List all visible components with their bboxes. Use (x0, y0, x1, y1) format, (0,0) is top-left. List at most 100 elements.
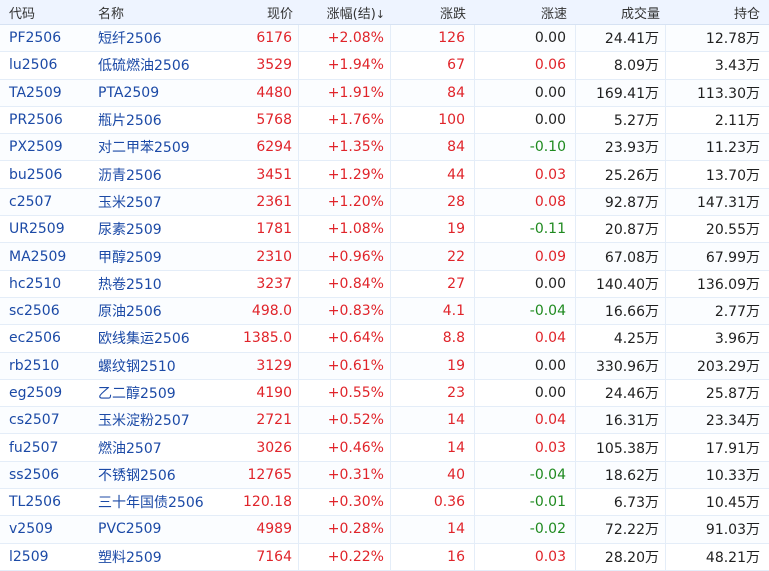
cell-speed: -0.04 (475, 297, 576, 325)
cell-price: 4989 (220, 516, 299, 543)
cell-price: 6176 (220, 25, 299, 52)
cell-open-interest: 10.45万 (705, 495, 760, 512)
cell-volume: 105.38万 (576, 434, 666, 461)
header-code[interactable]: 代码 (9, 6, 36, 22)
cell-change-pct: +0.64% (299, 325, 391, 352)
cell-name: 沥青2506 (98, 167, 162, 184)
table-row[interactable]: rb2510 螺纹钢2510 3129 +0.61% 19 0.00 330.96万 203.… (0, 352, 769, 380)
table-row[interactable]: v2509 PVC2509 4989 +0.28% 14 -0.02 72.22万 91.03… (0, 516, 769, 544)
table-row[interactable]: cs2507 玉米淀粉2507 2721 +0.52% 14 0.04 16.31万 23.3… (0, 407, 769, 435)
header-open-interest[interactable]: 持仓 (733, 6, 760, 22)
table-row[interactable]: l2509 塑料2509 7164 +0.22% 16 0.03 28.20万 48.21万 (0, 543, 769, 571)
header-speed[interactable]: 涨速 (540, 6, 567, 22)
cell-change: 126 (391, 25, 475, 52)
cell-speed: 0.00 (475, 25, 576, 52)
cell-name: 螺纹钢2510 (98, 358, 176, 375)
table-row[interactable]: ss2506 不锈钢2506 12765 +0.31% 40 -0.04 18.62万 10.… (0, 461, 769, 490)
cell-price: 3026 (220, 434, 299, 461)
cell-open-interest: 23.34万 (705, 413, 760, 430)
cell-price: 12765 (220, 461, 299, 489)
header-volume[interactable]: 成交量 (620, 6, 660, 22)
cell-name: PTA2509 (98, 84, 160, 101)
cell-code: PR2506 (9, 112, 63, 129)
cell-volume: 16.66万 (576, 297, 666, 325)
cell-change: 0.36 (391, 489, 475, 516)
cell-open-interest: 12.78万 (705, 31, 760, 48)
table-row[interactable]: ec2506 欧线集运2506 1385.0 +0.64% 8.8 0.04 4.25万 3.… (0, 325, 769, 353)
cell-price: 4190 (220, 379, 299, 407)
table-row[interactable]: TL2506 三十年国债2506 120.18 +0.30% 0.36 -0.01 6.73… (0, 489, 769, 517)
cell-change-pct: +0.52% (299, 407, 391, 434)
table-row[interactable]: UR2509 尿素2509 1781 +1.08% 19 -0.11 20.87万 20.55… (0, 216, 769, 244)
cell-change-pct: +1.76% (299, 106, 391, 134)
header-change[interactable]: 涨跌 (439, 6, 466, 22)
table-row[interactable]: hc2510 热卷2510 3237 +0.84% 27 0.00 140.40万 136.0… (0, 270, 769, 298)
table-row[interactable]: sc2506 原油2506 498.0 +0.83% 4.1 -0.04 16.66万 2.7… (0, 297, 769, 326)
cell-name: 对二甲苯2509 (98, 140, 190, 157)
cell-speed: 0.04 (475, 407, 576, 434)
cell-change: 19 (391, 216, 475, 243)
cell-change-pct: +0.46% (299, 434, 391, 461)
cell-code: cs2507 (9, 412, 60, 429)
cell-change-pct: +0.61% (299, 352, 391, 379)
table-row[interactable]: PF2506 短纤2506 6176 +2.08% 126 0.00 24.41万 12.78… (0, 25, 769, 53)
cell-change-pct: +1.29% (299, 161, 391, 188)
table-row[interactable]: PR2506 瓶片2506 5768 +1.76% 100 0.00 5.27万 2.11万 (0, 106, 769, 135)
header-name[interactable]: 名称 (98, 6, 125, 22)
cell-open-interest: 3.43万 (714, 58, 760, 75)
cell-change: 14 (391, 407, 475, 434)
cell-open-interest: 11.23万 (705, 140, 760, 157)
table-row[interactable]: lu2506 低硫燃油2506 3529 +1.94% 67 0.06 8.09万 3.43万 (0, 52, 769, 80)
cell-price: 3129 (220, 352, 299, 379)
cell-name: 乙二醇2509 (98, 386, 176, 402)
cell-code: v2509 (9, 521, 53, 538)
table-row[interactable]: MA2509 甲醇2509 2310 +0.96% 22 0.09 67.08万 67.99万 (0, 243, 769, 271)
table-row[interactable]: TA2509 PTA2509 4480 +1.91% 84 0.00 169.41万 113.… (0, 79, 769, 107)
cell-volume: 25.26万 (576, 161, 666, 188)
cell-change: 84 (391, 134, 475, 161)
header-change-pct[interactable]: 涨幅(结)↓ (299, 3, 391, 22)
cell-volume: 18.62万 (576, 461, 666, 489)
table-header: 代码 名称 现价 涨幅(结)↓ 涨跌 涨速 成交量 持仓 (0, 0, 769, 25)
cell-open-interest: 2.77万 (714, 304, 760, 321)
cell-volume: 92.87万 (576, 188, 666, 216)
cell-change-pct: +0.30% (299, 489, 391, 516)
cell-speed: 0.00 (475, 352, 576, 379)
cell-change: 8.8 (391, 325, 475, 352)
cell-change-pct: +2.08% (299, 25, 391, 52)
table-row[interactable]: c2507 玉米2507 2361 +1.20% 28 0.08 92.87万 147.31万 (0, 188, 769, 217)
cell-open-interest: 3.96万 (714, 331, 760, 348)
cell-name: 热卷2510 (98, 276, 162, 293)
cell-speed: 0.04 (475, 325, 576, 352)
cell-price: 3529 (220, 52, 299, 79)
cell-speed: -0.11 (475, 216, 576, 243)
cell-speed: 0.00 (475, 106, 576, 134)
cell-change-pct: +1.91% (299, 79, 391, 106)
cell-code: fu2507 (9, 439, 59, 456)
cell-speed: 0.00 (475, 379, 576, 407)
cell-code: eg2509 (9, 385, 63, 401)
cell-change: 84 (391, 79, 475, 106)
cell-open-interest: 13.70万 (705, 167, 760, 184)
header-change-pct-label: 涨幅(结) (326, 6, 376, 22)
cell-name: 短纤2506 (98, 31, 162, 48)
cell-change-pct: +1.35% (299, 134, 391, 161)
cell-change: 14 (391, 434, 475, 461)
cell-open-interest: 2.11万 (714, 113, 760, 130)
cell-price: 2721 (220, 407, 299, 434)
cell-name: 玉米淀粉2507 (98, 413, 190, 430)
cell-volume: 67.08万 (576, 243, 666, 270)
table-row[interactable]: eg2509 乙二醇2509 4190 +0.55% 23 0.00 24.46万 25.87… (0, 379, 769, 408)
header-price[interactable]: 现价 (266, 6, 293, 22)
table-row[interactable]: fu2507 燃油2507 3026 +0.46% 14 0.03 105.38万 17.91… (0, 434, 769, 462)
cell-code: TA2509 (9, 84, 62, 101)
cell-change-pct: +0.22% (299, 543, 391, 570)
table-row[interactable]: PX2509 对二甲苯2509 6294 +1.35% 84 -0.10 23.93万 11.… (0, 134, 769, 162)
table-row[interactable]: bu2506 沥青2506 3451 +1.29% 44 0.03 25.26万 13.70万 (0, 161, 769, 189)
cell-speed: -0.10 (475, 134, 576, 161)
cell-volume: 72.22万 (576, 516, 666, 543)
cell-speed: 0.06 (475, 52, 576, 79)
cell-code: bu2506 (9, 166, 63, 183)
cell-name: 三十年国债2506 (98, 495, 204, 512)
